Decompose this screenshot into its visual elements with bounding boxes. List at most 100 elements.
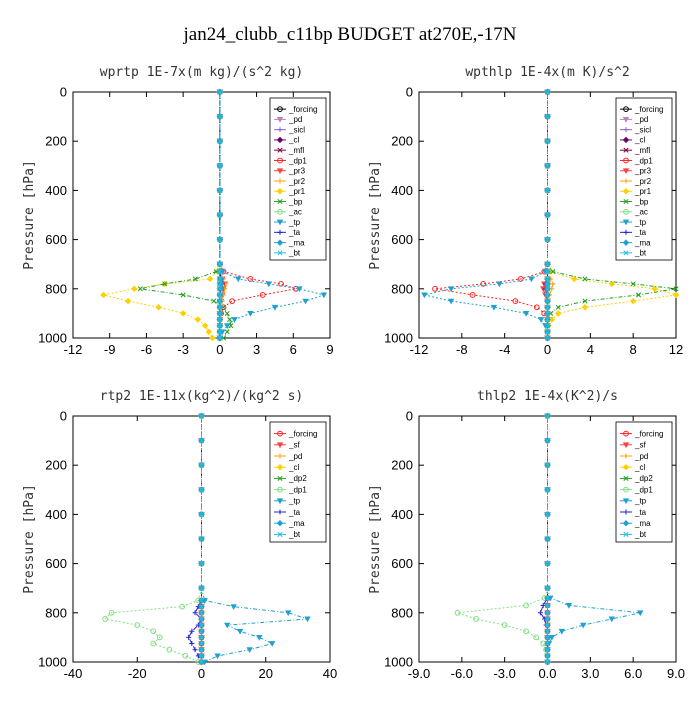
legend-item: _bt [274,530,301,539]
y-tick-label: 800 [391,605,413,620]
legend-item: _cl [620,463,645,472]
legend-label: _dp1 [288,156,307,165]
legend-swatch-marker [276,188,284,195]
legend-swatch-marker [277,178,283,184]
data-point [544,616,551,622]
x-tick-label: 20 [259,666,273,681]
legend-swatch-marker [277,198,283,205]
data-point [544,316,551,323]
legend-swatch-marker [276,168,284,175]
data-point [217,212,223,218]
y-tick-label: 200 [391,458,413,473]
legend-label: _ma [634,238,651,247]
data-point [180,292,186,298]
data-point [205,328,213,336]
y-tick-label: 800 [45,605,67,620]
legend-swatch-marker [623,486,629,493]
data-point [512,298,519,305]
panel-title: wpthlp 1E-4x(m K)/s^2 [465,65,629,80]
data-point [517,276,524,282]
data-point [198,462,205,468]
legend-label: _forcing [634,429,663,438]
data-point [217,89,223,95]
data-point [544,659,551,665]
data-point [580,622,587,629]
legend-item: _ma [620,238,651,247]
data-point [100,291,107,299]
y-tick-label: 1000 [38,331,67,346]
data-point [554,310,562,317]
legend-item: _forcing [274,429,317,438]
data-point [544,653,551,659]
x-tick-label: 3.0 [581,666,599,681]
data-point [201,322,209,329]
legend-item: _sicl [274,125,305,134]
y-tick-label: 600 [391,232,413,247]
data-point [544,462,551,468]
legend-item: _dp1 [620,485,653,494]
data-point [217,298,223,304]
data-point [447,286,455,293]
data-point [198,438,205,444]
data-point [528,276,535,283]
legend-item: _sf [620,441,646,450]
data-point [217,281,223,287]
legend-swatch-marker [623,509,629,515]
legend-label: _bp [634,197,649,206]
legend-label: _ta [634,228,647,237]
data-point [192,610,198,616]
data-point [608,616,615,623]
data-point [501,622,508,628]
data-point [102,616,109,622]
y-tick-label: 200 [45,458,67,473]
data-point [421,292,428,299]
legend-label: _dp1 [634,485,653,494]
data-point [544,438,551,444]
panel-title: rtp2 1E-11x(kg^2)/(kg^2 s) [100,389,304,404]
series-tp [421,89,551,342]
legend-swatch-marker [277,229,283,235]
data-point [635,292,642,298]
data-point [217,276,223,282]
legend-item: _cl [274,136,299,145]
data-point [544,286,551,292]
legend-swatch-marker [276,498,284,505]
legend-swatch-marker [622,219,630,226]
data-point [217,292,223,298]
legend-item: _mfl [274,146,304,155]
data-point [206,275,214,283]
y-tick-label: 0 [60,409,67,424]
legend-label: _pd [634,452,648,461]
legend-label: _forcing [634,105,663,114]
legend-swatch-marker [623,453,629,459]
legend-swatch-marker [277,453,283,459]
legend-swatch-marker [622,239,630,246]
x-tick-label: -40 [64,666,83,681]
x-tick-label: -12 [410,342,429,357]
legend-swatch-marker [623,229,629,235]
y-tick-label: 600 [45,232,67,247]
data-point [231,317,238,323]
legend-item: _ta [620,508,647,517]
data-point [302,298,309,305]
data-point [235,276,242,283]
series-line [104,416,202,663]
legend-label: _dp1 [634,156,653,165]
data-point [544,511,551,517]
data-point [454,609,461,616]
legend-label: _dp1 [288,485,307,494]
legend-item: _pd [620,115,648,124]
y-tick-label: 1000 [384,655,413,670]
data-point [217,187,223,193]
data-point [182,652,189,659]
legend-item: _ta [620,228,647,237]
x-tick-label: 0 [216,342,223,357]
data-point [544,281,551,287]
x-tick-label: 6.0 [624,666,642,681]
legend-item: _bt [620,530,647,539]
data-point [224,310,230,316]
legend-swatch-marker [277,127,283,133]
data-point [544,602,551,608]
data-point [672,291,680,299]
